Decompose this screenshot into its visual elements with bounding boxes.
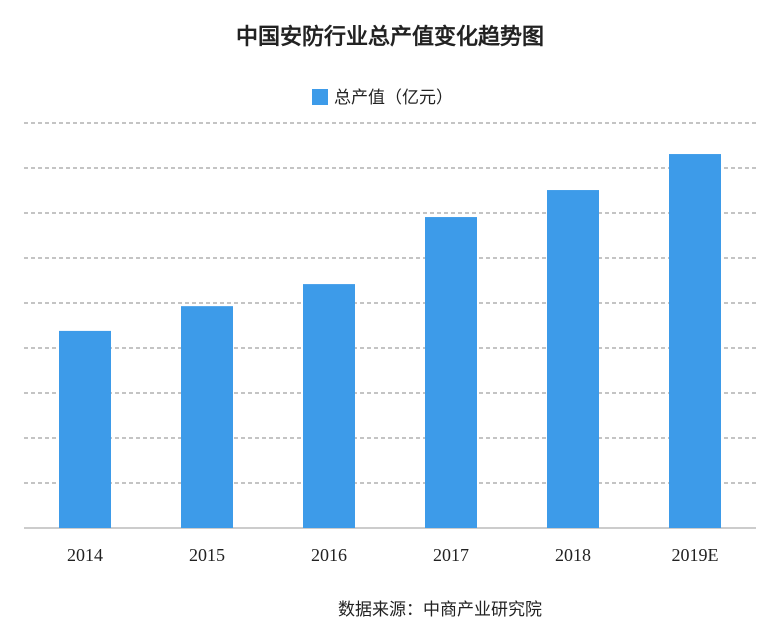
bar [181, 306, 233, 528]
legend-label: 总产值（亿元） [334, 88, 453, 108]
x-tick-label: 2016 [311, 545, 347, 565]
x-tick-label: 2017 [433, 545, 469, 565]
x-tick-label: 2019E [672, 545, 719, 565]
x-tick-label: 2014 [67, 545, 103, 565]
bar [547, 190, 599, 529]
source-note: 数据来源：中商产业研究院 [338, 600, 542, 620]
bar [425, 217, 477, 529]
x-tick-label: 2018 [555, 545, 591, 565]
x-tick-label: 2015 [189, 545, 225, 565]
legend-swatch [312, 89, 328, 105]
chart-title: 中国安防行业总产值变化趋势图 [236, 24, 544, 50]
bar [303, 284, 355, 528]
bar [59, 330, 111, 528]
bar [669, 154, 721, 529]
